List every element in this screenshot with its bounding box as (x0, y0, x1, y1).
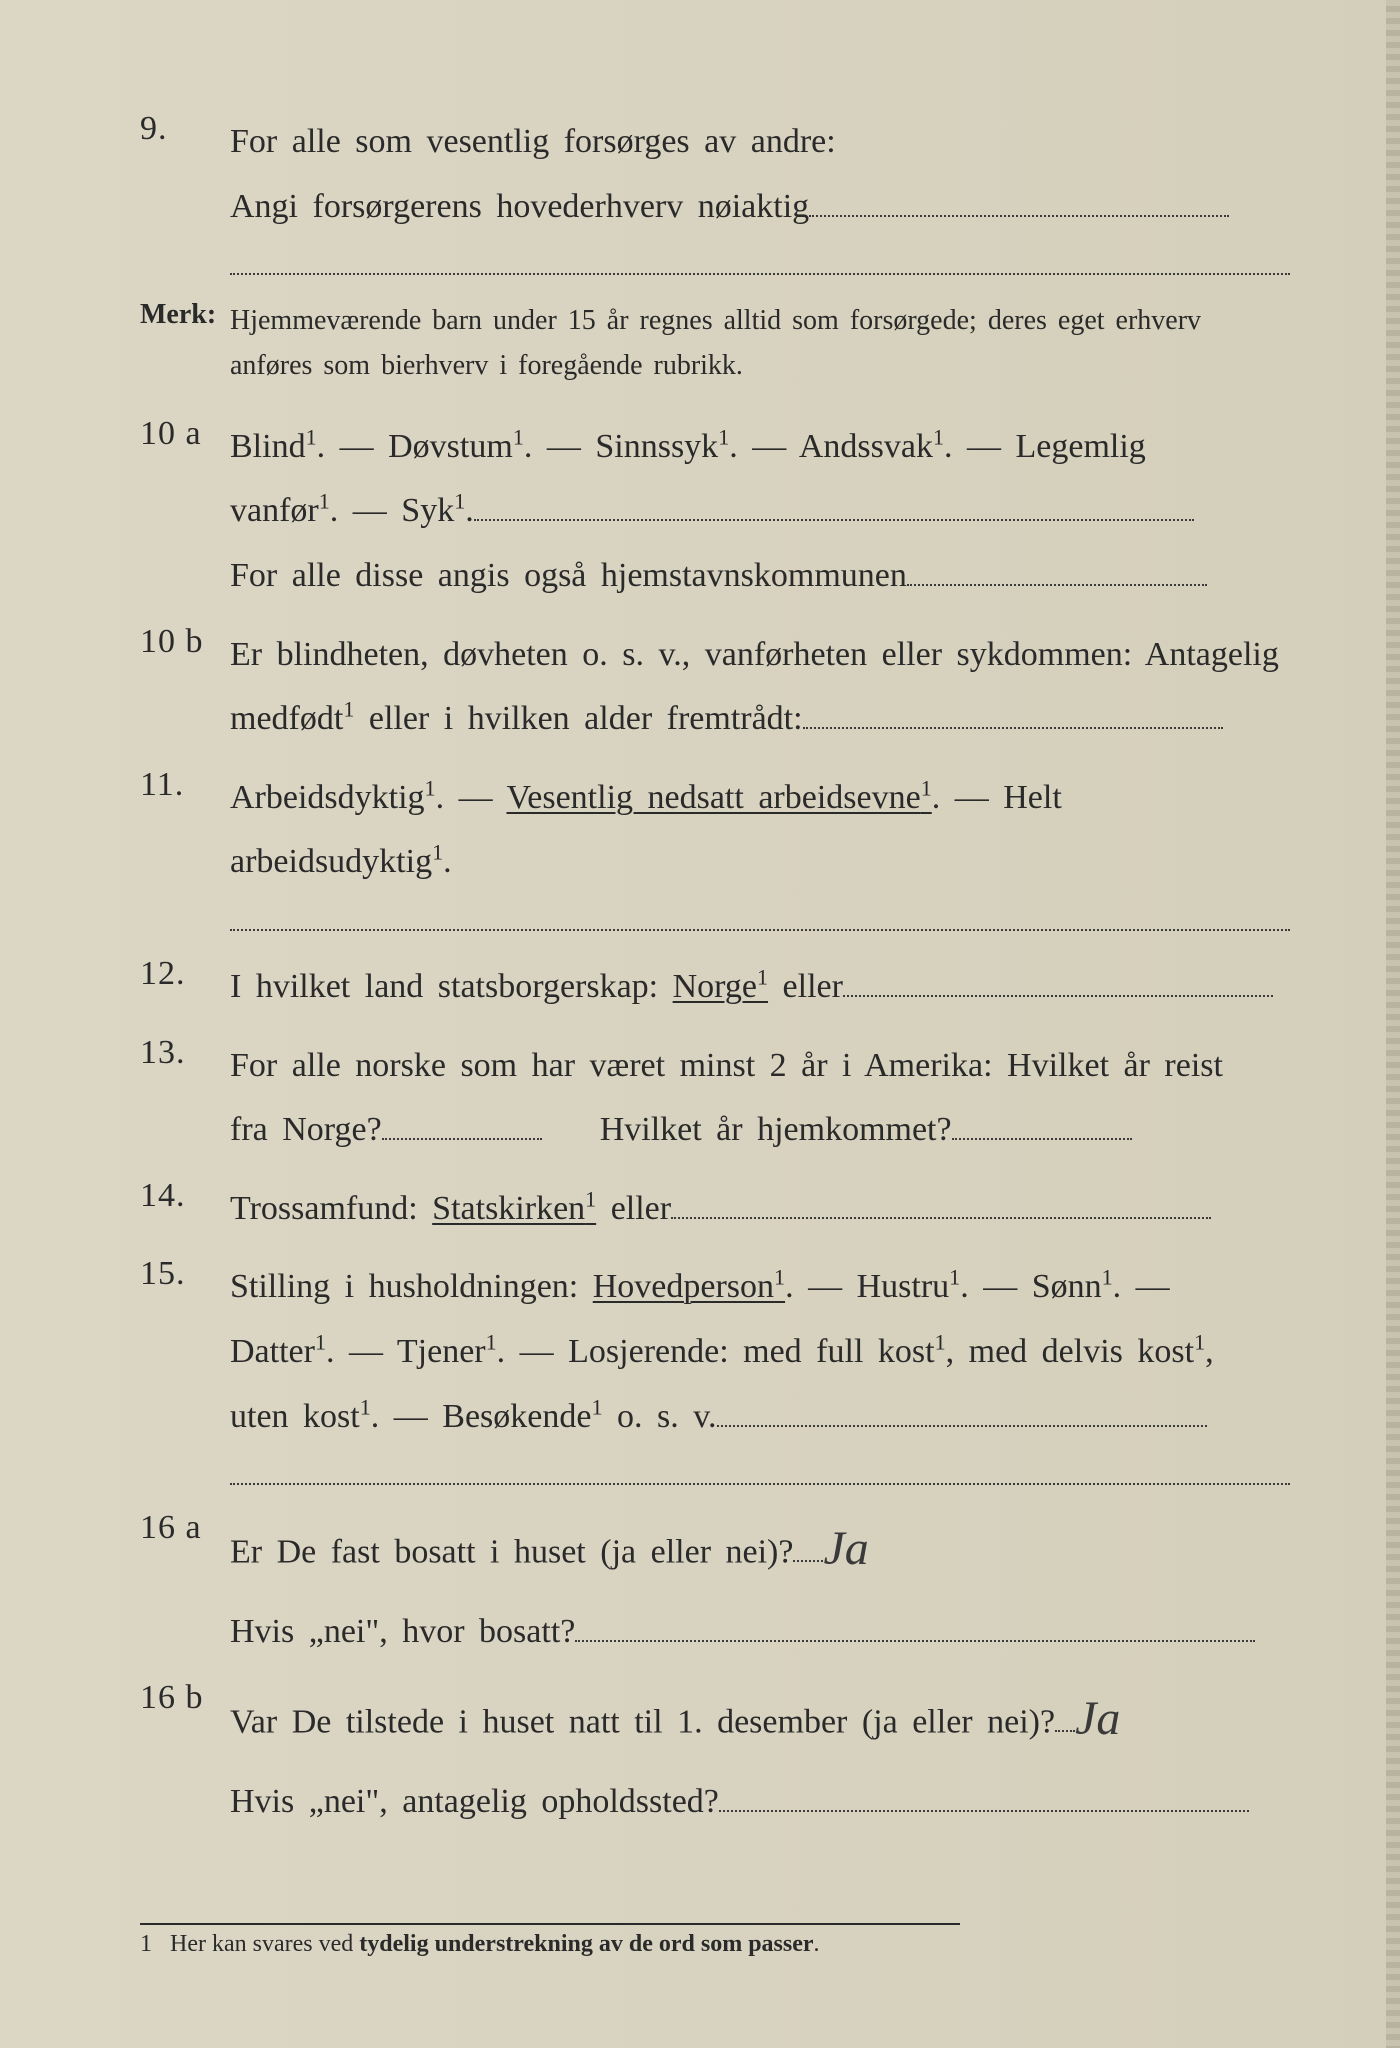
q13-line2a: fra Norge? (230, 1111, 382, 1148)
document-page: 9. For alle som vesentlig forsørges av a… (0, 0, 1400, 2048)
q12-before: I hvilket land statsborgerskap: (230, 968, 673, 1005)
q16b-answer: Ja (1075, 1673, 1120, 1764)
question-text: For alle norske som har været minst 2 år… (230, 1034, 1290, 1163)
q16b-line2: Hvis „nei", antagelig opholdssted? (230, 1783, 719, 1820)
question-number: 16 b (140, 1679, 230, 1717)
merk-text: Hjemmeværende barn under 15 år regnes al… (230, 299, 1290, 389)
q15-line3: uten kost1. — Besøkende1 o. s. v. (230, 1398, 717, 1435)
question-number: 15. (140, 1255, 230, 1293)
q16b-text: Var De tilstede i huset natt til 1. dese… (230, 1703, 1055, 1740)
question-number: 9. (140, 110, 230, 148)
question-text: Trossamfund: Statskirken1 eller (230, 1177, 1290, 1242)
q14-underlined: Statskirken1 (432, 1190, 596, 1227)
q12-after: eller (768, 968, 843, 1005)
question-14: 14. Trossamfund: Statskirken1 eller (140, 1177, 1290, 1242)
q12-underlined: Norge1 (673, 968, 768, 1005)
question-number: 10 a (140, 415, 230, 453)
question-text: Blind1. — Døvstum1. — Sinnssyk1. — Andss… (230, 415, 1290, 609)
question-text: Er blindheten, døvheten o. s. v., vanfør… (230, 623, 1290, 752)
fill-line (230, 1469, 1290, 1485)
q13-line2b: Hvilket år hjemkommet? (600, 1111, 952, 1148)
q16a-text: Er De fast bosatt i huset (ja eller nei)… (230, 1533, 793, 1570)
q10b-line1: Er blindheten, døvheten o. s. v., vanfør… (230, 636, 1279, 673)
q16a-line2: Hvis „nei", hvor bosatt? (230, 1613, 575, 1650)
q10a-opts-2: vanfør1. — Syk1. (230, 492, 474, 529)
q11-before: Arbeidsdyktig1. — (230, 779, 506, 816)
question-number: 12. (140, 955, 230, 993)
q14-before: Trossamfund: (230, 1190, 432, 1227)
q15-line2: Datter1. — Tjener1. — Losjerende: med fu… (230, 1333, 1214, 1370)
question-number: 14. (140, 1177, 230, 1215)
q9-line2: Angi forsørgerens hovederhverv nøiaktig (230, 188, 809, 225)
q9-line1: For alle som vesentlig forsørges av andr… (230, 123, 836, 160)
footnote-bold: tydelig understrekning av de ord som pas… (359, 1931, 813, 1957)
question-text: Var De tilstede i huset natt til 1. dese… (230, 1679, 1290, 1835)
question-9: 9. For alle som vesentlig forsørges av a… (140, 110, 1290, 239)
question-number: 16 a (140, 1509, 230, 1547)
question-15: 15. Stilling i husholdningen: Hovedperso… (140, 1255, 1290, 1449)
question-16b: 16 b Var De tilstede i huset natt til 1.… (140, 1679, 1290, 1835)
page-perforation (1386, 0, 1400, 2048)
question-11: 11. Arbeidsdyktig1. — Vesentlig nedsatt … (140, 766, 1290, 895)
merk-label: Merk: (140, 299, 230, 331)
q10b-line2: medfødt1 eller i hvilken alder fremtrådt… (230, 700, 803, 737)
question-number: 11. (140, 766, 230, 804)
q16a-answer: Ja (823, 1503, 868, 1594)
question-12: 12. I hvilket land statsborgerskap: Norg… (140, 955, 1290, 1020)
q10a-line2: For alle disse angis også hjemstavnskomm… (230, 557, 907, 594)
footnote-text-a: Her kan svares ved (170, 1931, 359, 1957)
question-number: 10 b (140, 623, 230, 661)
question-text: Arbeidsdyktig1. — Vesentlig nedsatt arbe… (230, 766, 1290, 895)
q11-underlined: Vesentlig nedsatt arbeidsevne1 (506, 779, 931, 816)
question-text: Er De fast bosatt i huset (ja eller nei)… (230, 1509, 1290, 1665)
q14-after: eller (596, 1190, 671, 1227)
fill-line (230, 915, 1290, 931)
footnote-marker: 1 (140, 1931, 152, 1957)
question-10a: 10 a Blind1. — Døvstum1. — Sinnssyk1. — … (140, 415, 1290, 609)
question-text: Stilling i husholdningen: Hovedperson1. … (230, 1255, 1290, 1449)
question-text: For alle som vesentlig forsørges av andr… (230, 110, 1290, 239)
question-10b: 10 b Er blindheten, døvheten o. s. v., v… (140, 623, 1290, 752)
footnote: 1 Her kan svares ved tydelig understrekn… (140, 1923, 960, 1958)
q10a-opts-1: Blind1. — Døvstum1. — Sinnssyk1. — Andss… (230, 428, 1146, 465)
question-text: I hvilket land statsborgerskap: Norge1 e… (230, 955, 1290, 1020)
question-13: 13. For alle norske som har været minst … (140, 1034, 1290, 1163)
footnote-text-b: . (814, 1931, 820, 1957)
q15-underlined: Hovedperson1 (593, 1268, 785, 1305)
merk-note: Merk: Hjemmeværende barn under 15 år reg… (140, 299, 1290, 389)
question-number: 13. (140, 1034, 230, 1072)
q13-line1: For alle norske som har været minst 2 år… (230, 1047, 1223, 1084)
question-16a: 16 a Er De fast bosatt i huset (ja eller… (140, 1509, 1290, 1665)
q15-after1: . — Hustru1. — Sønn1. — (785, 1268, 1170, 1305)
q15-before: Stilling i husholdningen: (230, 1268, 593, 1305)
fill-line (230, 259, 1290, 275)
